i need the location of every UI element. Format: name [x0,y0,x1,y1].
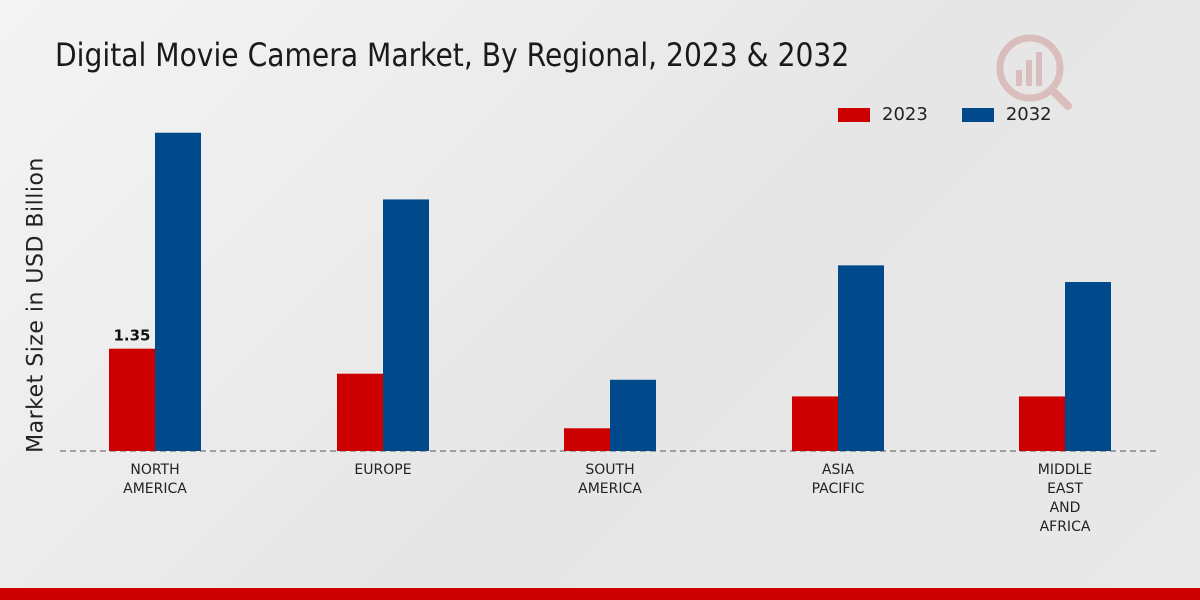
footer-accent-bar [0,588,1200,600]
legend-item-2032: 2032 [961,104,1052,125]
bar-2032-south-america [610,379,656,451]
bar-2023-south-america [564,428,610,451]
brand-logo-icon [996,34,1072,110]
legend-label-2023: 2023 [882,104,928,125]
x-tick-label: NORTH AMERICA [123,462,187,497]
bar-2023-asia-pacific [792,396,838,451]
bar-2032-asia-pacific [838,265,884,451]
bar-2023-middle-east-and-africa [1019,396,1065,451]
bar-2032-north-america [155,132,201,451]
chart-title: Digital Movie Camera Market, By Regional… [55,36,850,74]
data-label: 1.35 [113,327,150,345]
bar-2032-europe [383,199,429,451]
bar-2023-north-america [109,348,155,451]
legend-label-2032: 2032 [1005,104,1052,125]
legend-item-2023: 2023 [838,104,928,125]
legend-swatch-2032 [961,107,994,122]
x-tick-label: EUROPE [354,462,411,478]
x-tick-label: MIDDLE EAST AND AFRICA [1038,462,1092,535]
x-tick-label: SOUTH AMERICA [578,462,642,497]
x-tick-label: ASIA PACIFIC [812,462,865,497]
legend-swatch-2023 [838,107,870,122]
bar-2023-europe [337,373,383,451]
legend: 2023 2032 [838,104,1086,125]
bar-2032-middle-east-and-africa [1065,282,1111,451]
